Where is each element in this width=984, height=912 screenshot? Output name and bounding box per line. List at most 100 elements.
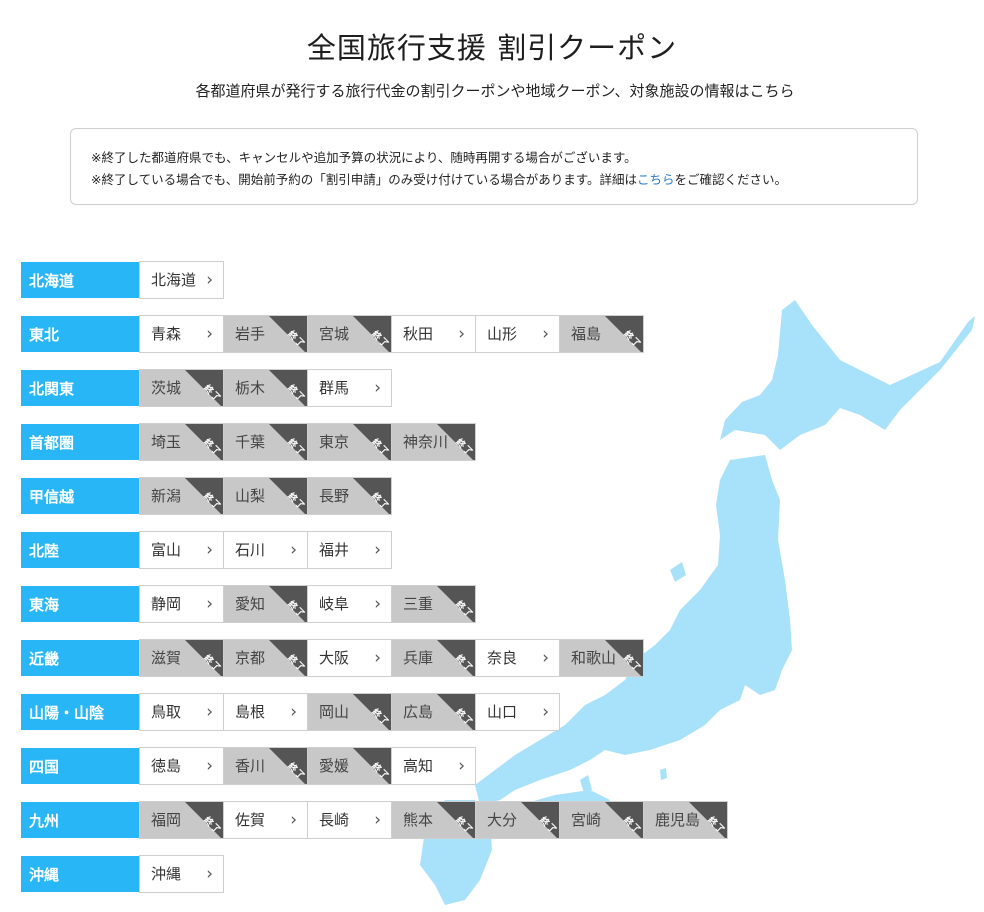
prefecture-button[interactable]: 栃木 終了: [223, 369, 308, 407]
ended-corner-badge: [269, 640, 307, 676]
region-label: 首都圏: [20, 423, 140, 461]
notice-link[interactable]: こちら: [636, 172, 675, 187]
prefecture-button[interactable]: 宮城 終了: [307, 315, 392, 353]
prefecture-button[interactable]: 三重 終了: [391, 585, 476, 623]
prefecture-button[interactable]: 奈良 ›: [475, 639, 560, 677]
prefecture-button[interactable]: 鳥取 ›: [139, 693, 224, 731]
prefecture-button[interactable]: 岐阜 ›: [307, 585, 392, 623]
region-row: 近畿 滋賀 終了 京都 終了 大阪 › 兵庫 終了 奈良 › 和歌山 終了: [20, 639, 644, 677]
prefecture-button[interactable]: 愛媛 終了: [307, 747, 392, 785]
notice-line-2-text: ※終了している場合でも、開始前予約の「割引申請」のみ受け付けている場合があります…: [91, 172, 637, 187]
prefecture-name: 広島: [403, 703, 434, 721]
prefecture-name: 奈良: [487, 649, 518, 667]
ended-corner-badge: [437, 640, 475, 676]
ended-corner-badge: [185, 802, 223, 838]
ended-corner-badge: [269, 478, 307, 514]
prefecture-button[interactable]: 香川 終了: [223, 747, 308, 785]
prefecture-name: 宮崎: [571, 811, 602, 829]
chevron-right-icon: ›: [542, 324, 549, 344]
prefecture-name: 沖縄: [151, 865, 182, 883]
prefecture-button[interactable]: 広島 終了: [391, 693, 476, 731]
prefecture-button[interactable]: 東京 終了: [307, 423, 392, 461]
prefecture-button[interactable]: 山梨 終了: [223, 477, 308, 515]
prefecture-button[interactable]: 大分 終了: [475, 801, 560, 839]
prefecture-name: 福島: [571, 325, 602, 343]
prefecture-button[interactable]: 石川 ›: [223, 531, 308, 569]
prefecture-button[interactable]: 福島 終了: [559, 315, 644, 353]
prefecture-name: 鳥取: [151, 703, 182, 721]
prefecture-button[interactable]: 福井 ›: [307, 531, 392, 569]
chevron-right-icon: ›: [542, 702, 549, 722]
ended-corner-badge: [269, 748, 307, 784]
prefecture-button[interactable]: 長崎 ›: [307, 801, 392, 839]
prefecture-name: 鹿児島: [655, 811, 701, 829]
ended-corner-badge: [269, 586, 307, 622]
prefecture-button[interactable]: 徳島 ›: [139, 747, 224, 785]
prefecture-button[interactable]: 鹿児島 終了: [643, 801, 728, 839]
prefecture-button[interactable]: 北海道 ›: [139, 261, 224, 299]
prefecture-name: 富山: [151, 541, 182, 559]
prefecture-name: 滋賀: [151, 649, 182, 667]
prefecture-name: 京都: [235, 649, 266, 667]
prefecture-button[interactable]: 山口 ›: [475, 693, 560, 731]
region-label: 北関東: [20, 369, 140, 407]
prefecture-button[interactable]: 熊本 終了: [391, 801, 476, 839]
prefecture-name: 愛知: [235, 595, 266, 613]
ended-corner-badge: [437, 586, 475, 622]
chevron-right-icon: ›: [290, 702, 297, 722]
prefecture-button[interactable]: 宮崎 終了: [559, 801, 644, 839]
region-label: 東海: [20, 585, 140, 623]
notice-line-1: ※終了した都道府県でも、キャンセルや追加予算の状況により、随時再開する場合がござ…: [91, 150, 637, 165]
prefecture-button[interactable]: 岩手 終了: [223, 315, 308, 353]
prefecture-button[interactable]: 兵庫 終了: [391, 639, 476, 677]
prefecture-button[interactable]: 京都 終了: [223, 639, 308, 677]
prefecture-button[interactable]: 青森 ›: [139, 315, 224, 353]
map-hokkaido: [720, 300, 975, 450]
prefecture-button[interactable]: 群馬 ›: [307, 369, 392, 407]
prefecture-name: 栃木: [235, 379, 266, 397]
prefecture-name: 佐賀: [235, 811, 266, 829]
chevron-right-icon: ›: [206, 594, 213, 614]
chevron-right-icon: ›: [290, 540, 297, 560]
prefecture-button[interactable]: 大阪 ›: [307, 639, 392, 677]
ended-corner-badge: [353, 694, 391, 730]
prefecture-button[interactable]: 滋賀 終了: [139, 639, 224, 677]
prefecture-button[interactable]: 愛知 終了: [223, 585, 308, 623]
map-izu: [660, 768, 667, 780]
prefecture-name: 秋田: [403, 325, 434, 343]
prefecture-button[interactable]: 岡山 終了: [307, 693, 392, 731]
prefecture-button[interactable]: 島根 ›: [223, 693, 308, 731]
region-label: 北陸: [20, 531, 140, 569]
prefecture-name: 福井: [319, 541, 350, 559]
ended-corner-badge: [437, 802, 475, 838]
ended-corner-badge: [437, 424, 475, 460]
ended-corner-badge: [689, 802, 727, 838]
prefecture-button[interactable]: 茨城 終了: [139, 369, 224, 407]
ended-corner-badge: [185, 424, 223, 460]
prefecture-button[interactable]: 富山 ›: [139, 531, 224, 569]
prefecture-name: 神奈川: [403, 433, 449, 451]
prefecture-button[interactable]: 静岡 ›: [139, 585, 224, 623]
prefecture-button[interactable]: 秋田 ›: [391, 315, 476, 353]
page-subtitle: 各都道府県が発行する旅行代金の割引クーポンや地域クーポン、対象施設の情報はこちら: [195, 82, 795, 100]
prefecture-button[interactable]: 和歌山 終了: [559, 639, 644, 677]
prefecture-button[interactable]: 福岡 終了: [139, 801, 224, 839]
region-row: 北陸 富山 › 石川 › 福井 ›: [20, 531, 392, 569]
ended-corner-badge: [605, 802, 643, 838]
chevron-right-icon: ›: [206, 864, 213, 884]
prefecture-button[interactable]: 千葉 終了: [223, 423, 308, 461]
prefecture-button[interactable]: 佐賀 ›: [223, 801, 308, 839]
prefecture-button[interactable]: 山形 ›: [475, 315, 560, 353]
prefecture-button[interactable]: 埼玉 終了: [139, 423, 224, 461]
prefecture-name: 茨城: [151, 379, 182, 397]
chevron-right-icon: ›: [374, 378, 381, 398]
chevron-right-icon: ›: [374, 648, 381, 668]
prefecture-button[interactable]: 高知 ›: [391, 747, 476, 785]
prefecture-button[interactable]: 長野 終了: [307, 477, 392, 515]
prefecture-button[interactable]: 神奈川 終了: [391, 423, 476, 461]
region-row: 九州 福岡 終了 佐賀 › 長崎 › 熊本 終了 大分 終了 宮崎 終了 鹿児島 終了: [20, 801, 728, 839]
prefecture-button[interactable]: 新潟 終了: [139, 477, 224, 515]
prefecture-name: 東京: [319, 433, 350, 451]
prefecture-button[interactable]: 沖縄 ›: [139, 855, 224, 893]
chevron-right-icon: ›: [374, 594, 381, 614]
